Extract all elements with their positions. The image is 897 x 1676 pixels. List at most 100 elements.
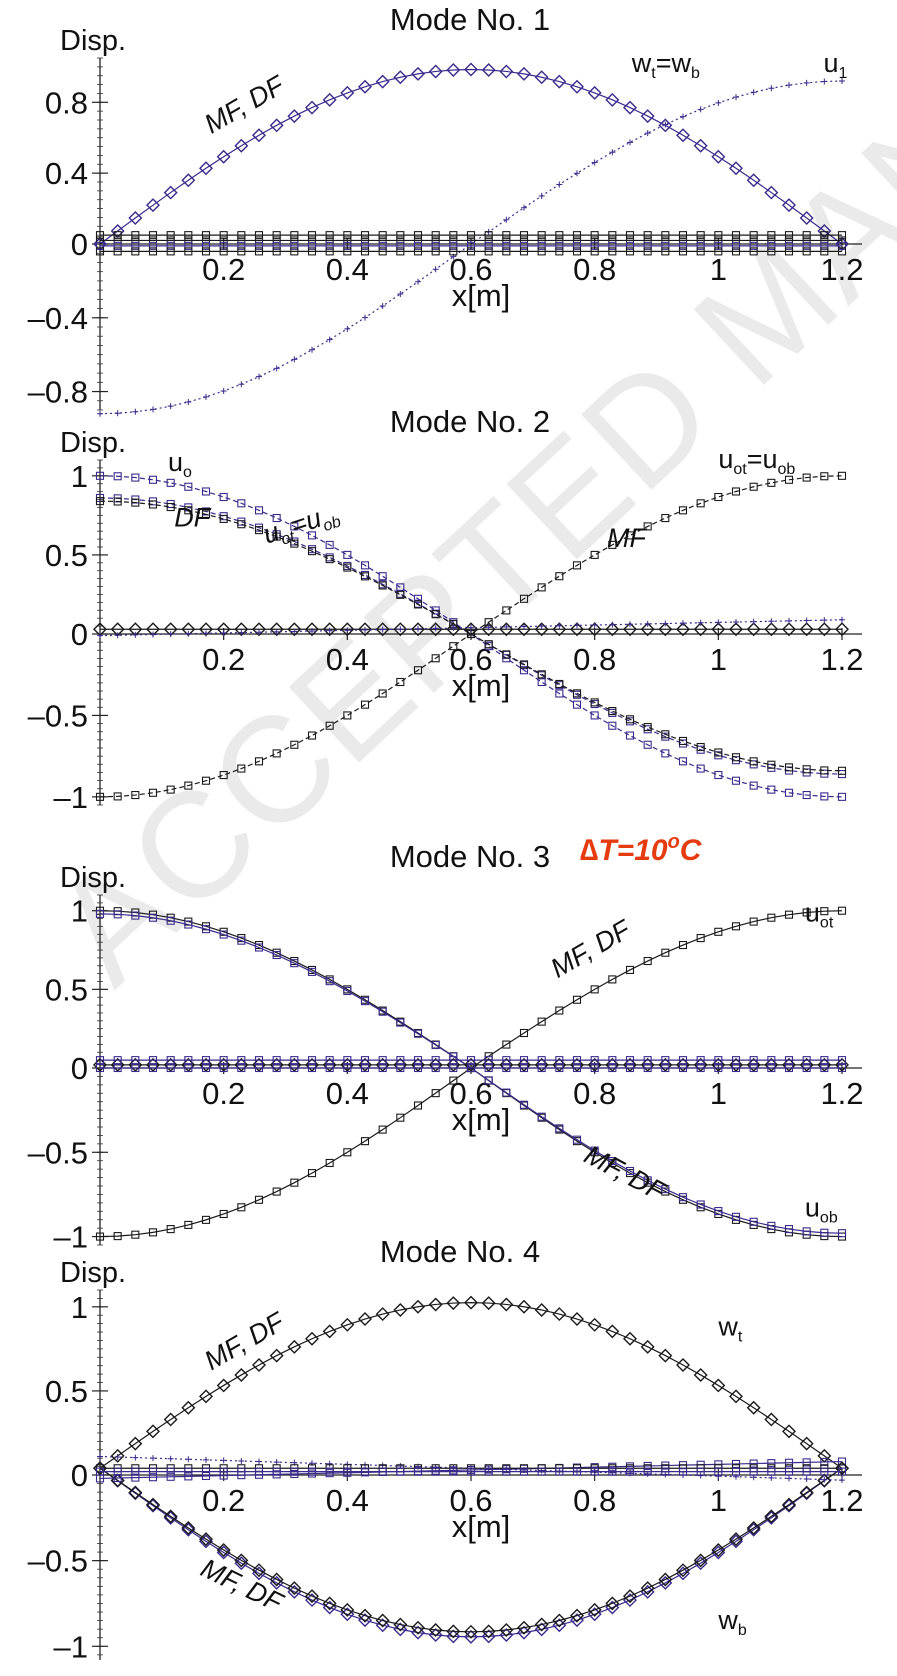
marker-diamond: [393, 622, 408, 637]
marker-square: [378, 236, 387, 245]
marker-square: [237, 241, 246, 250]
marker-diamond: [764, 185, 779, 200]
marker-square: [360, 247, 370, 256]
marker-square: [413, 247, 423, 256]
marker-square: [237, 520, 246, 529]
marker-plus: [291, 628, 298, 635]
marker-square: [555, 1124, 564, 1133]
marker-diamond: [517, 622, 531, 637]
marker-square: [802, 1467, 811, 1476]
marker-square: [784, 788, 794, 797]
marker-square: [449, 1063, 458, 1073]
marker-square: [784, 1063, 794, 1073]
marker-diamond: [305, 1331, 319, 1346]
marker-square: [608, 707, 617, 716]
marker-square: [378, 241, 387, 250]
marker-square: [325, 1467, 334, 1476]
marker-square: [184, 1472, 193, 1481]
marker-plus: [750, 89, 757, 96]
marker-plus: [150, 1455, 156, 1462]
marker-square: [802, 236, 811, 245]
marker-square: [184, 1467, 193, 1476]
marker-square: [219, 514, 228, 523]
marker-square: [184, 231, 193, 240]
marker-plus: [485, 624, 492, 631]
marker-square: [131, 247, 140, 256]
marker-square: [731, 1459, 741, 1468]
marker-diamond: [605, 622, 620, 637]
marker-square: [272, 241, 281, 250]
marker-square: [466, 247, 476, 256]
marker-square: [95, 247, 105, 256]
marker-diamond: [782, 1498, 796, 1513]
marker-square: [837, 1056, 847, 1065]
marker-square: [237, 1063, 246, 1073]
marker-diamond: [693, 1553, 708, 1568]
marker-square: [767, 760, 776, 769]
marker-square: [820, 241, 829, 250]
marker-square: [113, 1232, 122, 1241]
marker-square: [396, 1056, 405, 1065]
marker-square: [590, 1467, 599, 1476]
marker-diamond: [128, 1485, 143, 1500]
marker-plus: [574, 170, 580, 177]
marker-square: [820, 1063, 829, 1073]
marker-diamond: [658, 622, 673, 637]
marker-square: [307, 1467, 317, 1476]
y-tick-label: 0: [71, 1051, 88, 1086]
marker-diamond: [199, 161, 213, 176]
marker-square: [802, 790, 811, 800]
marker-plus: [185, 398, 192, 405]
marker-square: [608, 236, 617, 245]
marker-square: [784, 241, 794, 250]
marker-square: [608, 540, 617, 549]
marker-diamond: [411, 1620, 425, 1635]
marker-square: [767, 1467, 776, 1476]
marker-square: [201, 1467, 211, 1476]
marker-square: [272, 236, 281, 245]
marker-square: [820, 792, 829, 801]
marker-diamond: [464, 1295, 478, 1310]
marker-square: [254, 943, 264, 952]
marker-diamond: [428, 622, 443, 637]
marker-square: [431, 1467, 440, 1476]
marker-square: [396, 1113, 405, 1122]
marker-square: [237, 231, 246, 240]
marker-diamond: [517, 66, 531, 81]
x-tick-label: 0.8: [573, 252, 616, 287]
marker-diamond: [358, 79, 372, 94]
marker-square: [696, 764, 705, 773]
marker-square: [360, 231, 370, 240]
marker-plus: [256, 1458, 262, 1465]
marker-plus: [203, 393, 209, 400]
x-tick-label: 0.6: [449, 252, 492, 287]
marker-diamond: [163, 1509, 178, 1524]
marker-square: [661, 231, 670, 240]
marker-square: [449, 1467, 458, 1476]
marker-square: [714, 927, 723, 936]
marker-square: [537, 1112, 546, 1121]
marker-square: [413, 1063, 423, 1073]
marker-plus: [803, 1476, 810, 1482]
marker-square: [537, 670, 546, 679]
y-tick-label: 0.5: [45, 1374, 88, 1409]
marker-diamond: [782, 1424, 796, 1439]
marker-square: [95, 792, 105, 801]
marker-square: [731, 236, 741, 245]
marker-square: [201, 1215, 211, 1224]
marker-square: [360, 241, 370, 250]
marker-plus: [644, 130, 651, 137]
marker-diamond: [782, 1497, 796, 1512]
marker-square: [378, 581, 387, 590]
marker-diamond: [216, 1545, 231, 1560]
marker-square: [360, 561, 370, 570]
marker-diamond: [393, 1302, 408, 1317]
marker-square: [396, 241, 405, 250]
marker-diamond: [552, 1613, 567, 1628]
marker-square: [166, 1225, 175, 1234]
marker-diamond: [287, 1581, 302, 1596]
marker-square: [148, 1063, 158, 1073]
marker-diamond: [605, 92, 620, 107]
marker-square: [131, 231, 140, 240]
